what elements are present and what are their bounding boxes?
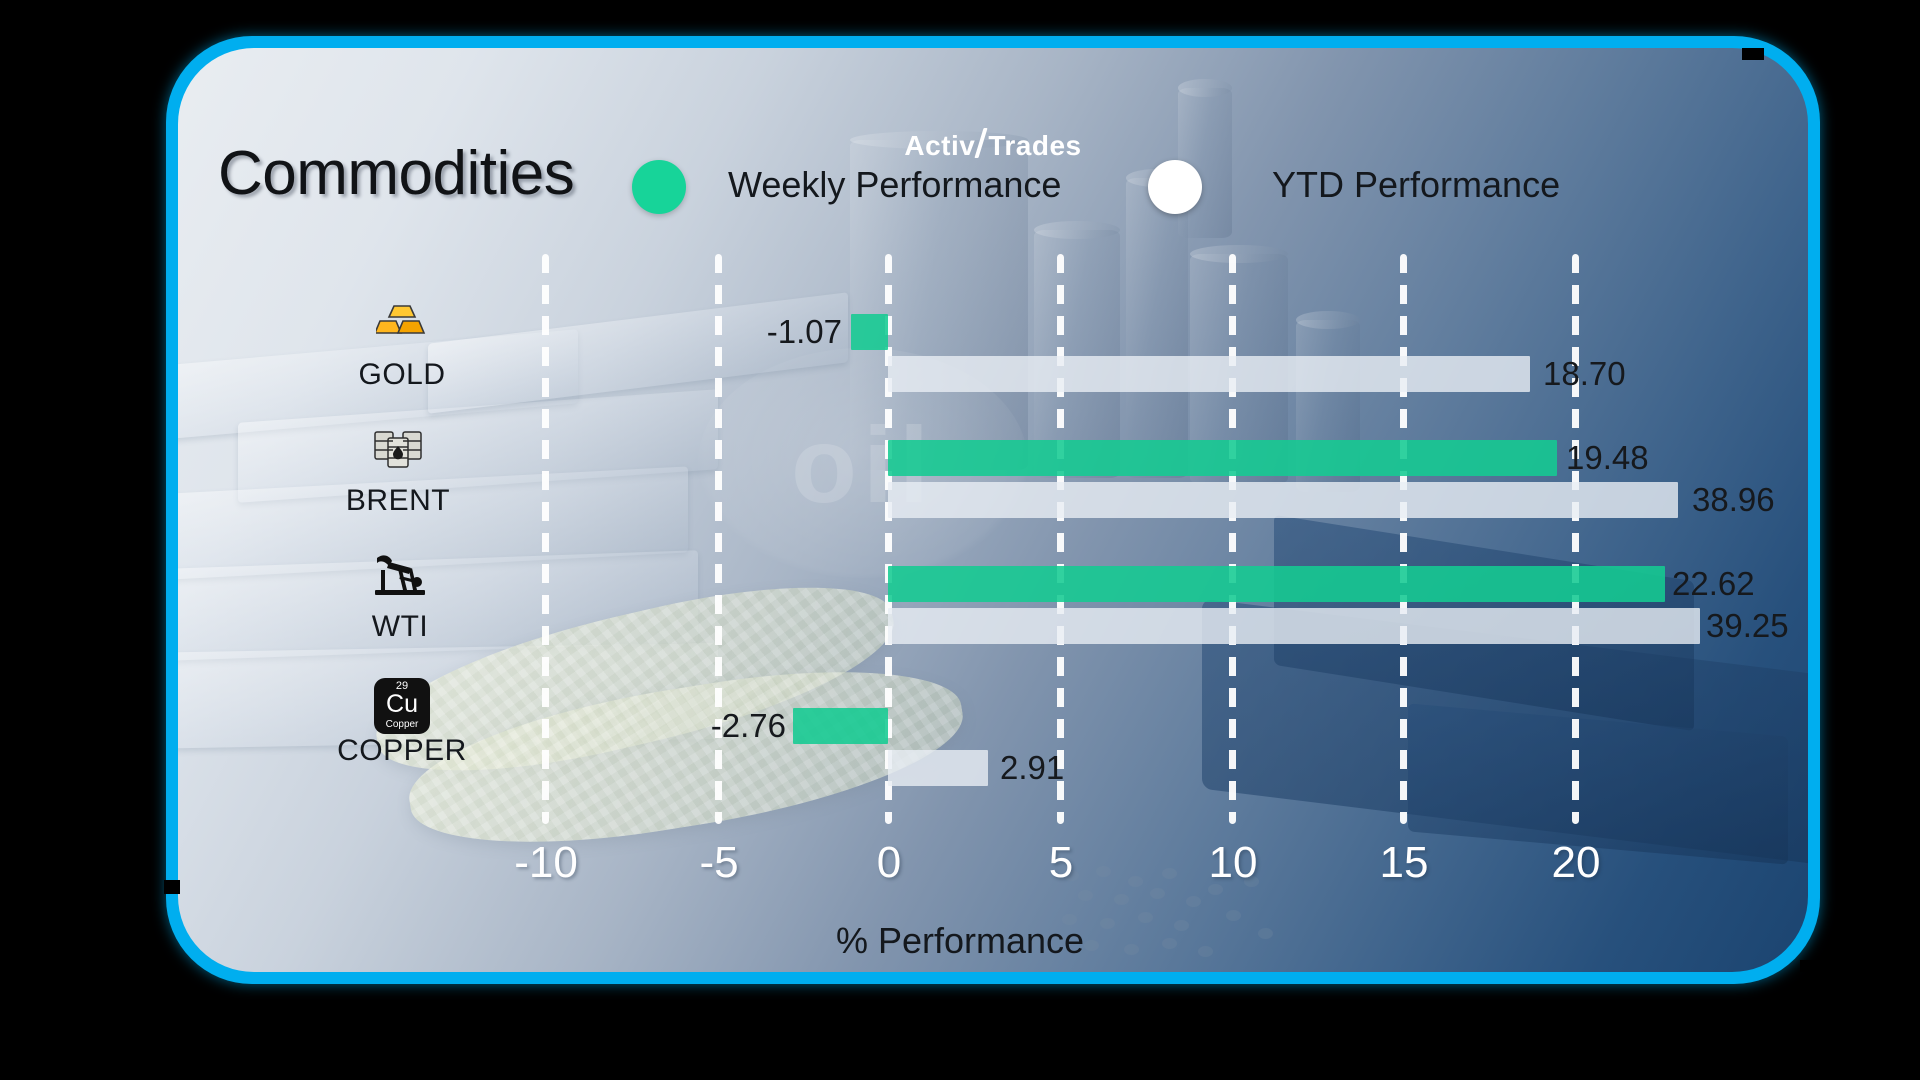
oil-watermark-text: oil (791, 404, 935, 525)
background-collage: oil (178, 48, 1808, 972)
oil-drum-shape (1296, 311, 1360, 492)
corner-artifact (164, 880, 180, 894)
oil-drum-shape (1034, 221, 1120, 478)
corn-cob-shape (398, 645, 974, 869)
grain-pellets-shape (1058, 866, 1288, 972)
ingot-shape (238, 389, 718, 503)
ingot-shape (178, 466, 688, 580)
ingot-shape (178, 550, 698, 662)
brand-activ: Activ (904, 130, 976, 161)
corn-cob-shape (362, 556, 908, 802)
gold-bar-dark-shape (1202, 598, 1808, 868)
brand-trades: Trades (988, 130, 1082, 161)
ingot-shape (178, 642, 718, 750)
corner-artifact (1800, 960, 1820, 972)
oil-drum-shape (850, 131, 1028, 470)
ingot-shape (178, 329, 578, 441)
gold-bar-dark-shape (1274, 514, 1694, 732)
chart-card-frame: oil (166, 36, 1820, 984)
chart-card: oil (178, 48, 1808, 972)
gold-bar-dark-shape (1408, 703, 1788, 865)
ingot-shape (428, 292, 848, 414)
oil-drum-shape (1178, 79, 1232, 238)
brand-logo: Activ Trades (178, 128, 1808, 162)
oil-drum-shape (1190, 245, 1288, 484)
oil-watermark: oil (698, 348, 1028, 578)
corner-artifact (166, 30, 184, 40)
oil-drum-shape (1126, 169, 1188, 478)
corner-artifact (1742, 48, 1764, 60)
brand-slash-icon (974, 128, 988, 158)
